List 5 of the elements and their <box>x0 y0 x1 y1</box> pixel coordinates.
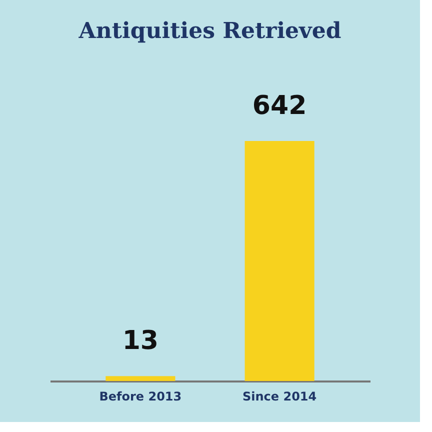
x-tick-label: Before 2013 <box>99 390 182 404</box>
x-tick-label: Since 2014 <box>242 390 317 404</box>
data-label: 642 <box>252 91 307 121</box>
chart-title: Antiquities Retrieved <box>78 18 342 44</box>
data-label: 13 <box>122 326 159 356</box>
